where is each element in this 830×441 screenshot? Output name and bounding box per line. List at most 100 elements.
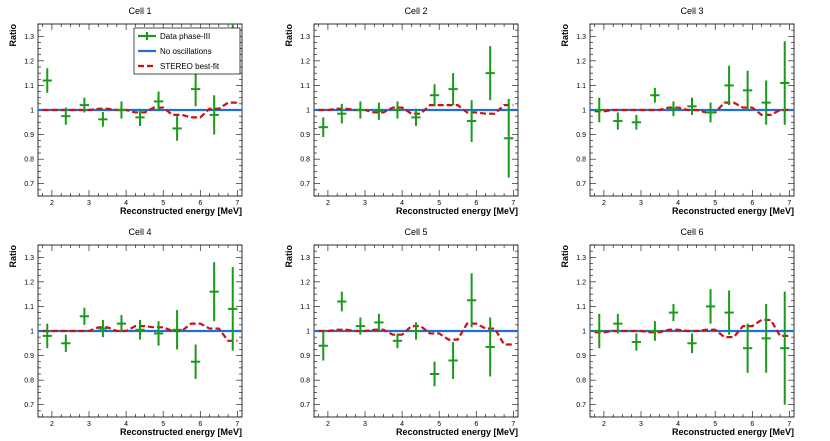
y-tick-label: 1 — [306, 329, 310, 336]
x-tick-label: 6 — [198, 200, 202, 207]
data-point — [337, 291, 347, 312]
bestfit-histogram — [594, 101, 790, 117]
data-point — [355, 317, 365, 335]
data-point — [467, 100, 477, 142]
y-tick-label: 1.1 — [576, 304, 586, 311]
x-tick-label: 4 — [676, 200, 680, 207]
data-point — [392, 333, 403, 349]
x-axis-label: Reconstructed energy [MeV] — [120, 427, 242, 437]
data-point — [98, 319, 108, 338]
x-tick-label: 4 — [400, 200, 404, 207]
y-tick-label: 0.8 — [300, 378, 310, 385]
data-point — [668, 303, 679, 322]
x-tick-label: 2 — [326, 200, 330, 207]
x-tick-label: 2 — [602, 421, 606, 428]
data-point — [411, 108, 421, 126]
data-point — [631, 114, 641, 130]
data-point — [485, 317, 495, 377]
y-axis-label: Ratio — [8, 23, 18, 46]
x-tick-label: 4 — [400, 421, 404, 428]
y-tick-label: 0.9 — [300, 353, 310, 360]
panel-title: Cell 3 — [680, 6, 703, 16]
x-tick-label: 4 — [124, 421, 128, 428]
data-point — [780, 41, 790, 125]
y-tick-label: 1.2 — [300, 58, 310, 65]
data-point — [448, 342, 458, 379]
data-point — [172, 116, 182, 141]
y-tick-label: 1 — [582, 108, 586, 115]
y-tick-label: 0.9 — [576, 353, 586, 360]
data-point — [429, 361, 440, 387]
panel-title: Cell 4 — [128, 227, 151, 237]
data-point — [374, 102, 384, 120]
data-point — [594, 97, 604, 123]
data-point — [191, 344, 201, 379]
chart-cell-4: Cell 4 0.7 0.8 0.9 1 1.1 1.2 1.3 2 3 4 5 6 7Reconstru… — [8, 227, 243, 437]
x-tick-label: 4 — [124, 200, 128, 207]
x-tick-label: 7 — [235, 200, 239, 207]
y-tick-label: 1 — [30, 329, 34, 336]
data-point — [116, 101, 127, 119]
x-tick-label: 5 — [713, 200, 717, 207]
y-tick-label: 1.3 — [300, 34, 310, 41]
legend-label: No oscillations — [160, 47, 212, 56]
y-tick-label: 1.1 — [24, 304, 34, 311]
y-tick-label: 1.3 — [24, 34, 34, 41]
data-point — [761, 80, 771, 125]
legend-entry-data: Data phase-III — [138, 32, 210, 41]
x-tick-label: 7 — [511, 200, 515, 207]
y-axis-label: Ratio — [8, 244, 18, 267]
y-tick-label: 1.2 — [24, 279, 34, 286]
bestfit-histogram — [594, 318, 790, 339]
y-tick-label: 0.7 — [576, 181, 586, 188]
x-axis-label: Reconstructed energy [MeV] — [672, 206, 794, 216]
y-tick-label: 0.7 — [24, 402, 34, 409]
panel-cell-2: Cell 2 0.7 0.8 0.9 1 1.1 1.2 1.3 2 3 4 5 6 7 Reconstru… — [276, 0, 552, 220]
legend: Data phase-III No oscillations STEREO best… — [133, 27, 241, 75]
x-tick-label: 7 — [787, 200, 791, 207]
y-tick-label: 1.2 — [576, 279, 586, 286]
panel-cell-3: Cell 3 0.7 0.8 0.9 1 1.1 1.2 1.3 2 3 4 5 6 7 Reconstru… — [552, 0, 828, 220]
x-tick-label: 2 — [326, 421, 330, 428]
chart-cell-2: Cell 2 0.7 0.8 0.9 1 1.1 1.2 1.3 2 3 4 5 6 7Reconstru… — [284, 6, 519, 216]
x-tick-label: 3 — [363, 421, 367, 428]
data-point — [429, 84, 440, 107]
y-tick-label: 1.2 — [24, 58, 34, 65]
x-tick-label: 3 — [363, 200, 367, 207]
data-point — [724, 290, 734, 335]
data-point — [631, 333, 641, 351]
y-tick-label: 0.7 — [576, 402, 586, 409]
y-tick-label: 0.9 — [576, 132, 586, 139]
y-tick-label: 0.8 — [576, 157, 586, 164]
data-point — [761, 303, 771, 373]
y-tick-label: 1.1 — [300, 304, 310, 311]
data-point — [650, 87, 660, 103]
chart-cell-6: Cell 6 0.7 0.8 0.9 1 1.1 1.2 1.3 2 3 4 5 6 7Reconstru… — [560, 227, 795, 437]
y-tick-label: 0.7 — [24, 181, 34, 188]
plot-area — [590, 41, 794, 130]
chart-cell-3: Cell 3 0.7 0.8 0.9 1 1.1 1.2 1.3 2 3 4 5 6 7Reconstru… — [560, 6, 795, 216]
x-axis-label: Reconstructed energy [MeV] — [120, 206, 242, 216]
data-point — [153, 321, 164, 346]
x-tick-label: 6 — [750, 200, 754, 207]
data-point — [209, 262, 219, 322]
y-tick-label: 1.1 — [300, 83, 310, 90]
panel-title: Cell 6 — [680, 227, 703, 237]
data-point — [613, 112, 623, 130]
y-tick-label: 1.3 — [300, 255, 310, 262]
x-tick-label: 2 — [50, 200, 54, 207]
y-tick-label: 1.2 — [300, 279, 310, 286]
data-point — [61, 107, 71, 125]
legend-entry-no-oscillations: No oscillations — [138, 47, 212, 56]
data-point — [687, 97, 697, 115]
data-point — [172, 310, 182, 350]
data-point — [135, 108, 145, 126]
data-point — [209, 95, 219, 135]
data-point — [98, 111, 108, 127]
data-point — [42, 323, 52, 349]
panel-cell-5: Cell 5 0.7 0.8 0.9 1 1.1 1.2 1.3 2 3 4 5 6 7 Reconstru… — [276, 221, 552, 441]
x-tick-label: 7 — [511, 421, 515, 428]
y-tick-label: 0.9 — [24, 353, 34, 360]
data-point — [116, 315, 127, 333]
